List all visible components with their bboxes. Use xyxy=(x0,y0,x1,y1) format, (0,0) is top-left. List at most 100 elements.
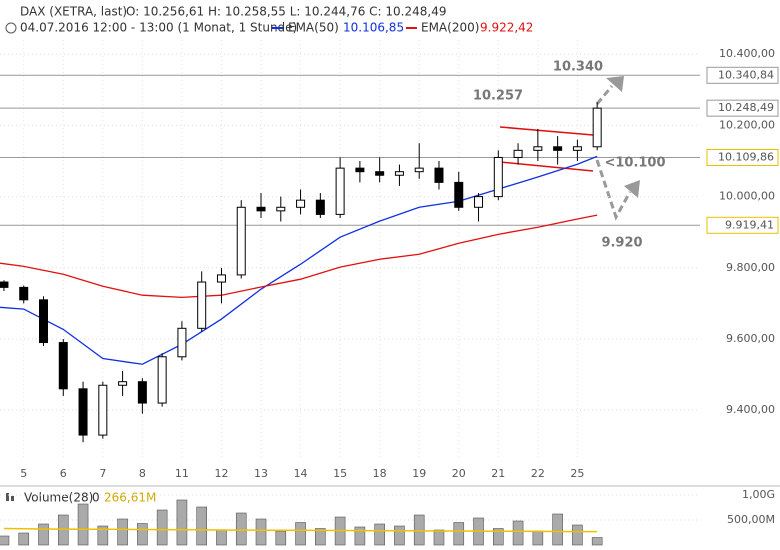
volume-ma-label: 266,61M xyxy=(104,491,156,505)
x-tick-label: 15 xyxy=(333,467,347,480)
volume-bar xyxy=(493,528,504,546)
x-tick-label: 25 xyxy=(570,467,584,480)
level-tag xyxy=(706,66,779,84)
volume-bar xyxy=(38,523,49,546)
clock-icon xyxy=(5,22,17,34)
candle-body xyxy=(355,167,365,173)
volume-bar xyxy=(433,529,445,546)
trend-line xyxy=(499,126,594,136)
candle-body xyxy=(493,156,503,198)
drawings xyxy=(499,76,640,221)
x-tick-label: 8 xyxy=(139,467,146,480)
candle-body xyxy=(276,206,286,212)
volume-bar xyxy=(453,522,465,546)
volume-ma-line xyxy=(3,527,598,533)
volume-icon xyxy=(11,496,14,501)
y-tick-label: 9.800,00 xyxy=(726,261,775,274)
volume-bar xyxy=(572,524,583,546)
annotation: 10.340 xyxy=(553,60,603,75)
legend-value: 10.106,85 xyxy=(343,21,404,35)
volume-tick-label: 1,00G xyxy=(742,488,775,501)
x-tick-label: 7 xyxy=(99,467,106,480)
volume-bar xyxy=(0,535,10,546)
volume-tick-label: 500,00M xyxy=(727,513,775,526)
period: 04.07.2016 12:00 - 13:00 (1 Monat, 1 Stu… xyxy=(20,21,297,35)
arrow-head xyxy=(624,180,640,198)
volume-bar xyxy=(394,525,405,546)
volume-bar xyxy=(315,528,326,546)
y-tick-label: 9.600,00 xyxy=(726,332,775,345)
x-tick-label: 6 xyxy=(60,467,67,480)
annotation: <10.100 xyxy=(604,156,665,171)
level-label: 9.919,41 xyxy=(725,218,774,231)
x-tick-label: 20 xyxy=(452,467,466,480)
volume-icon xyxy=(6,493,9,501)
volume-bar xyxy=(18,532,30,546)
volume-bar xyxy=(591,537,603,546)
x-tick-label: 13 xyxy=(254,467,268,480)
x-tick-label: 22 xyxy=(531,467,545,480)
legend-value: 9.922,42 xyxy=(480,21,533,35)
candle-body xyxy=(414,167,424,173)
indicator-line xyxy=(0,155,598,365)
volume-bar xyxy=(57,514,69,546)
level-label: 10.340,84 xyxy=(718,68,774,81)
volume-bar xyxy=(532,530,544,546)
volume-bar xyxy=(552,513,563,546)
volume-current: 0 xyxy=(92,491,100,505)
volume-bar xyxy=(255,518,267,546)
x-tick-label: 21 xyxy=(491,467,505,480)
volume-bar xyxy=(77,503,89,546)
arrow xyxy=(595,159,632,221)
candle-body xyxy=(315,199,325,215)
volume-bar xyxy=(97,525,109,546)
volume-bar xyxy=(196,506,207,546)
candle-body xyxy=(394,171,404,176)
chart-title: DAX (XETRA, last) xyxy=(20,5,127,19)
level-tag xyxy=(706,99,779,117)
volume-bar xyxy=(117,518,128,546)
candle-body xyxy=(296,199,306,208)
candle-body xyxy=(553,146,563,151)
volume-bar xyxy=(176,499,188,546)
x-tick-label: 5 xyxy=(20,467,27,480)
volume-bar xyxy=(156,509,168,546)
candle-body xyxy=(513,149,523,158)
level-tag xyxy=(706,216,779,234)
volume-bar xyxy=(275,530,287,546)
volume-bar xyxy=(216,529,227,546)
candle-body xyxy=(592,107,602,148)
y-tick-label: 10.400,00 xyxy=(719,47,775,60)
trend-line xyxy=(499,161,594,172)
candle-body xyxy=(335,167,345,215)
volume-bar xyxy=(512,520,524,546)
x-tick-label: 11 xyxy=(175,467,189,480)
candle-body xyxy=(572,146,582,151)
volume-bar xyxy=(235,512,247,546)
candle-body xyxy=(0,281,9,288)
x-tick-label: 14 xyxy=(294,467,308,480)
candle-body xyxy=(118,381,128,386)
y-tick-label: 9.400,00 xyxy=(726,403,775,416)
candle-body xyxy=(454,181,464,208)
candle-body xyxy=(98,384,108,436)
candle-body xyxy=(58,342,68,390)
x-tick-label: 19 xyxy=(412,467,426,480)
level-label: 10.248,49 xyxy=(718,101,774,114)
candle-body xyxy=(177,327,187,358)
candle-body xyxy=(39,299,49,344)
quote: O: 10.256,61 H: 10.258,55 L: 10.244,76 C… xyxy=(126,5,446,19)
level-tag xyxy=(706,149,779,167)
candle-body xyxy=(197,281,207,329)
volume-bar xyxy=(374,523,385,546)
volume-bar xyxy=(354,526,366,546)
candle-body xyxy=(434,167,444,183)
indicator-line xyxy=(0,214,598,298)
y-tick-label: 10.200,00 xyxy=(719,118,775,131)
volume-title: Volume(28) xyxy=(24,491,93,505)
annotation: 9.920 xyxy=(601,236,642,251)
x-tick-label: 12 xyxy=(214,467,228,480)
candle-body xyxy=(19,286,29,301)
legend-label: EMA(50) xyxy=(288,21,339,35)
